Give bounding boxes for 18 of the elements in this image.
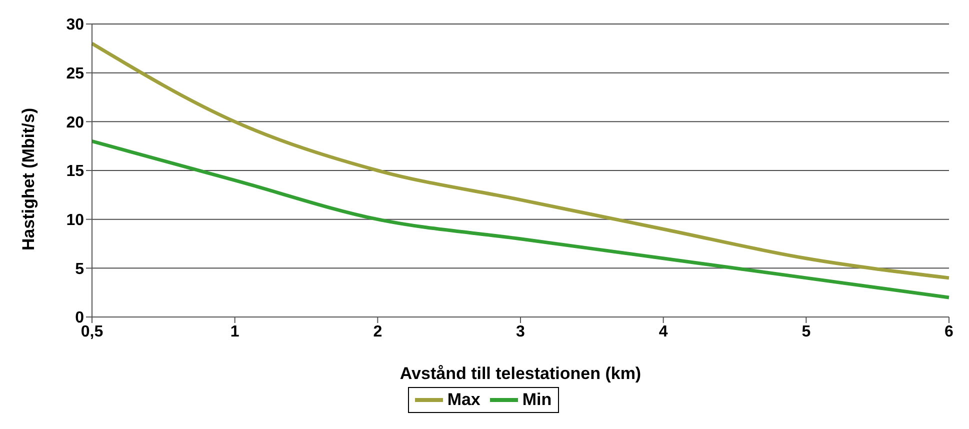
x-tick-label: 2 <box>373 323 382 340</box>
legend-label: Min <box>521 390 552 410</box>
line-series <box>90 139 951 300</box>
y-axis-title: Hastighet (Mbit/s) <box>19 108 38 250</box>
x-tick-label: 4 <box>658 323 668 340</box>
y-tick-label: 30 <box>66 16 84 34</box>
y-tick-label: 5 <box>75 260 84 278</box>
x-tick-label: 5 <box>802 323 811 340</box>
x-tick-label: 6 <box>944 323 954 340</box>
y-tick-label: 25 <box>66 66 84 83</box>
y-tick-label: 10 <box>66 212 84 230</box>
y-tick-label: 20 <box>66 114 84 132</box>
x-tick-label: 1 <box>230 323 240 340</box>
y-tick-label: 15 <box>66 163 84 180</box>
line-series <box>90 42 951 280</box>
legend-label: Max <box>446 390 480 410</box>
x-tick-label: 3 <box>516 323 526 340</box>
x-axis-title: Avstånd till telestationen (km) <box>400 364 642 383</box>
